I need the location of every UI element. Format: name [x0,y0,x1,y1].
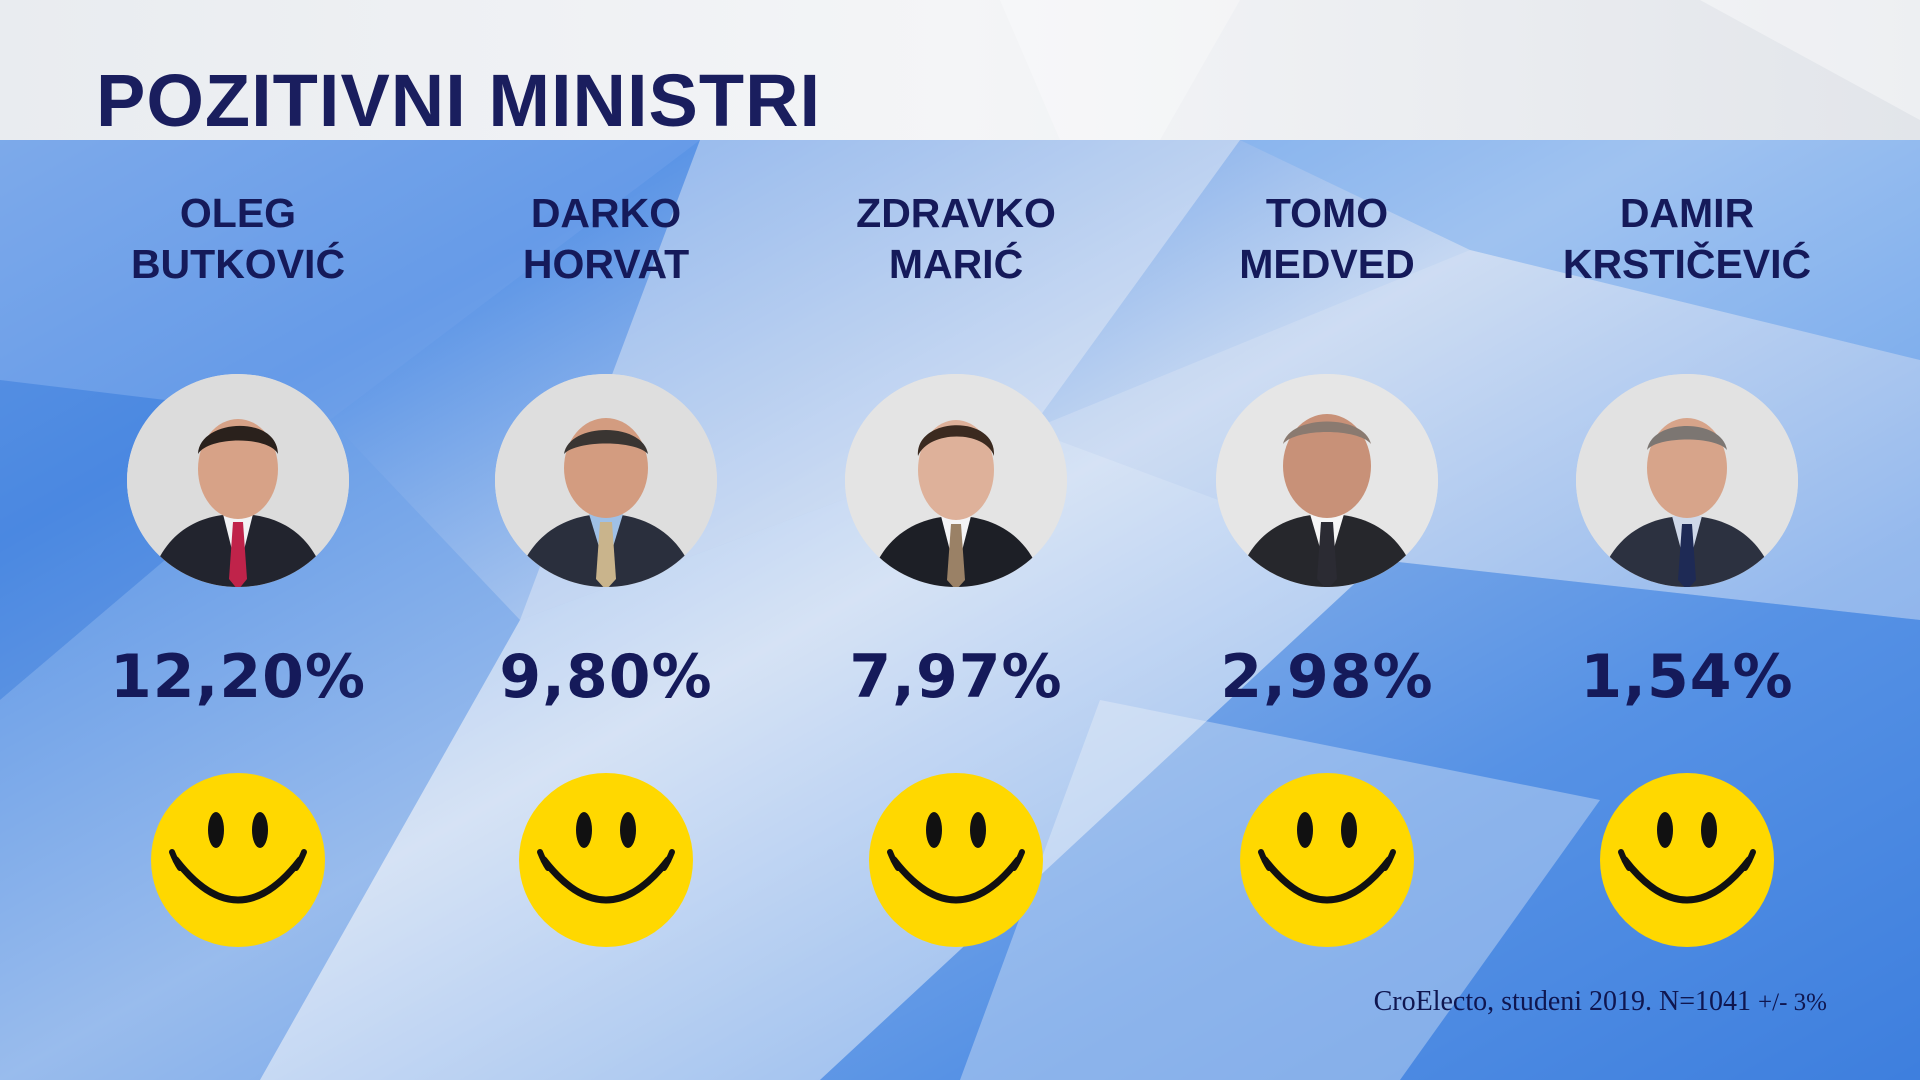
minister-card-5: DAMIR KRSTIČEVIĆ 1,54% [1517,188,1857,948]
minister-last-name: MEDVED [1239,241,1415,287]
minister-name: DAMIR KRSTIČEVIĆ [1563,188,1811,290]
minister-card-4: TOMO MEDVED 2,98% [1157,188,1497,948]
minister-card-3: ZDRAVKO MARIĆ 7,97% [786,188,1126,948]
minister-portrait [127,374,349,587]
minister-name: TOMO MEDVED [1239,188,1414,290]
source-note: CroElecto, studeni 2019. N=1041 +/- 3% [1374,986,1827,1018]
minister-percentage: 9,80% [499,642,713,712]
minister-first-name: OLEG [179,190,297,236]
minister-percentage: 7,97% [849,642,1063,712]
smiley-face-icon [1599,772,1775,948]
smiley-face-icon [1239,772,1415,948]
minister-first-name: TOMO [1265,190,1389,236]
smiley-face-icon [150,772,326,948]
minister-portrait [1216,374,1438,587]
minister-card-2: DARKO HORVAT 9,80% [436,188,776,948]
minister-portrait [845,374,1067,587]
minister-last-name: MARIĆ [888,241,1024,287]
margin-of-error: +/- 3% [1758,989,1827,1016]
minister-percentage: 2,98% [1220,642,1434,712]
minister-percentage: 1,54% [1580,642,1794,712]
smiley-face-icon [868,772,1044,948]
minister-first-name: DAMIR [1619,190,1755,236]
minister-percentage: 12,20% [110,642,366,712]
minister-portrait [495,374,717,587]
minister-last-name: HORVAT [522,241,690,287]
minister-name: OLEG BUTKOVIĆ [131,188,345,290]
minister-last-name: BUTKOVIĆ [130,241,346,287]
minister-last-name: KRSTIČEVIĆ [1562,241,1812,287]
minister-first-name: ZDRAVKO [856,190,1056,236]
page-title: POZITIVNI MINISTRI [96,59,822,142]
minister-portrait [1576,374,1798,587]
minister-name: ZDRAVKO MARIĆ [856,188,1056,290]
source-text: CroElecto, studeni 2019. N=1041 [1373,986,1759,1017]
smiley-face-icon [518,772,694,948]
minister-first-name: DARKO [530,190,682,236]
minister-name: DARKO HORVAT [523,188,689,290]
minister-card-1: OLEG BUTKOVIĆ 12,20% [68,188,408,948]
